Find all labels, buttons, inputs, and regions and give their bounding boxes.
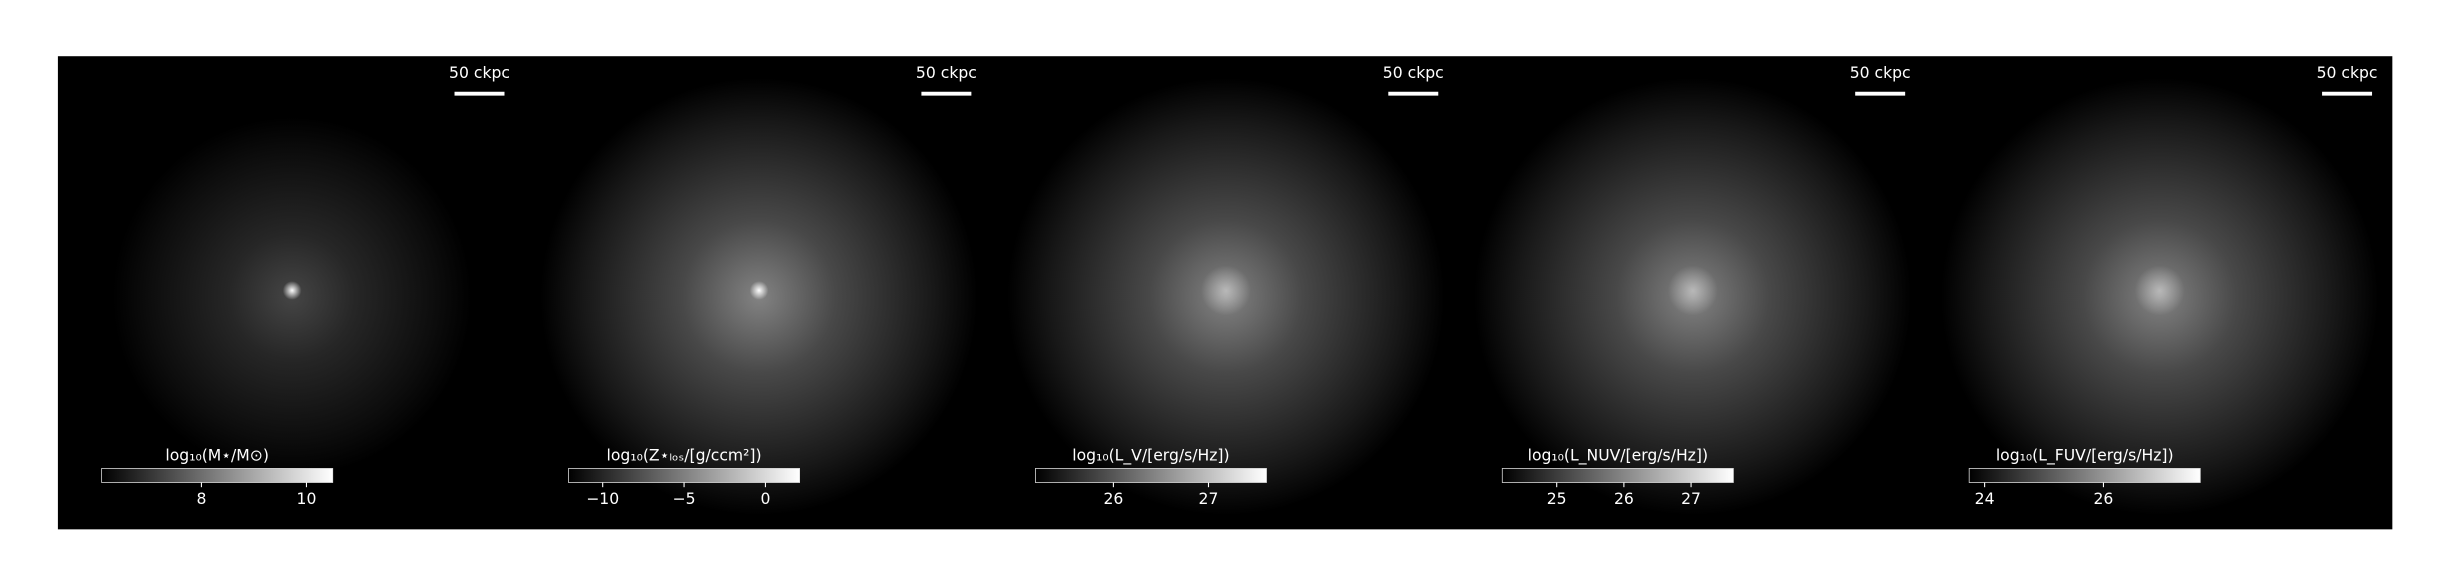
colorbar bbox=[1501, 468, 1734, 483]
colorbar-label: log₁₀(L_NUV/[erg/s/Hz]) bbox=[1528, 446, 1708, 465]
scalebar-label: 50 ckpc bbox=[1383, 64, 1444, 82]
galaxy-core bbox=[1200, 265, 1251, 316]
colorbar-tick-label: 25 bbox=[1547, 490, 1567, 508]
colorbar bbox=[568, 468, 801, 483]
colorbar-tick-label: −5 bbox=[673, 490, 696, 508]
galaxy-core bbox=[749, 281, 769, 300]
colorbar-tick-label: 10 bbox=[297, 490, 317, 508]
colorbar-tick-label: 0 bbox=[760, 490, 770, 508]
galaxy-core bbox=[282, 281, 302, 300]
colorbar-tick-label: −10 bbox=[586, 490, 619, 508]
colorbar-tick-label: 26 bbox=[1103, 490, 1123, 508]
colorbar-tick-label: 27 bbox=[1199, 490, 1219, 508]
colorbar bbox=[1968, 468, 2201, 483]
colorbar-label: log₁₀(Z⋆ₗₒₛ/[g/ccm²]) bbox=[607, 446, 762, 464]
colorbar-tick-label: 26 bbox=[2094, 490, 2114, 508]
galaxy-core bbox=[1667, 265, 1718, 316]
scalebar-label: 50 ckpc bbox=[916, 64, 977, 82]
colorbar-label: log₁₀(L_FUV/[erg/s/Hz]) bbox=[1996, 446, 2174, 465]
colorbar-tick-label: 8 bbox=[196, 490, 206, 508]
colorbar-tick-label: 24 bbox=[1975, 490, 1995, 508]
colorbar-tick-label: 27 bbox=[1681, 490, 1701, 508]
scalebar-label: 50 ckpc bbox=[2317, 64, 2378, 82]
galaxy-core bbox=[2134, 265, 2185, 316]
scalebar-label: 50 ckpc bbox=[1850, 64, 1911, 82]
scalebar-label: 50 ckpc bbox=[449, 64, 510, 82]
colorbar-label: log₁₀(L_V/[erg/s/Hz]) bbox=[1072, 446, 1229, 465]
colorbar-tick-label: 26 bbox=[1614, 490, 1634, 508]
colorbar bbox=[101, 468, 334, 483]
colorbar bbox=[1035, 468, 1267, 483]
colorbar-label: log₁₀(M⋆/M⊙) bbox=[165, 446, 269, 464]
